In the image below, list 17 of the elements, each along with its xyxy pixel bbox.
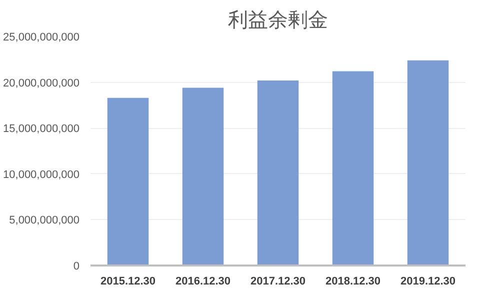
x-tick-label: 2019.12.30 <box>400 276 456 288</box>
y-tick-label: 10,000,000,000 <box>3 168 80 181</box>
y-tick-label: 0 <box>73 260 80 272</box>
bar <box>332 71 374 266</box>
bar <box>257 80 299 266</box>
x-tick-label: 2018.12.30 <box>325 276 381 288</box>
chart-title: 利益余剰金 <box>228 8 328 32</box>
bar <box>107 98 149 266</box>
y-tick-label: 25,000,000,000 <box>3 32 80 44</box>
y-tick-label: 5,000,000,000 <box>9 214 80 227</box>
bar <box>407 60 449 266</box>
x-tick-label: 2016.12.30 <box>175 276 231 288</box>
x-tick-label: 2017.12.30 <box>250 276 306 288</box>
x-tick-label: 2015.12.30 <box>100 276 156 288</box>
bar <box>182 88 224 266</box>
y-tick-label: 20,000,000,000 <box>3 77 80 90</box>
y-tick-label: 15,000,000,000 <box>3 123 80 136</box>
